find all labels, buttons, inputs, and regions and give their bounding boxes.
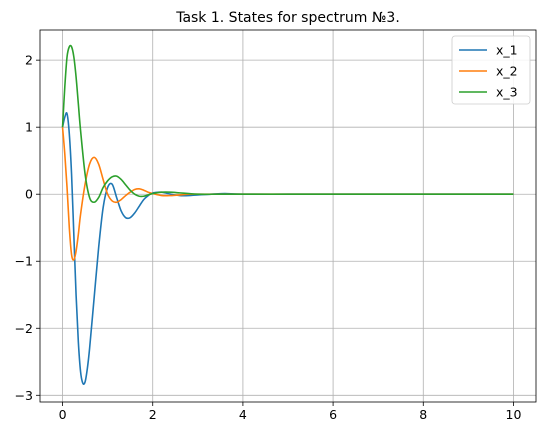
y-tick-label: −2: [15, 321, 33, 336]
x-tick-label: 10: [506, 407, 522, 422]
legend-entries: x_1 x_2 x_3: [459, 43, 518, 100]
y-tick-label: 0: [25, 187, 33, 202]
series-line-x3: [61, 44, 514, 204]
ticks-layer: 0 2 4 6 8 10 −3 −2 −1 0 1 2: [15, 53, 522, 422]
x-tick-label: 8: [419, 407, 427, 422]
chart-title: Task 1. States for spectrum №3.: [175, 10, 400, 26]
legend-label-x1: x_1: [496, 43, 518, 58]
legend: x_1 x_2 x_3: [451, 35, 531, 105]
x-tick-label: 4: [239, 407, 247, 422]
y-tick-label: 2: [25, 53, 33, 68]
y-tick-label: 1: [25, 120, 33, 135]
x-tick-label: 0: [59, 407, 67, 422]
legend-label-x3: x_3: [496, 85, 518, 100]
x-tick-label: 2: [149, 407, 157, 422]
legend-label-x2: x_2: [496, 64, 518, 79]
y-tick-label: −3: [15, 388, 33, 403]
x-tick-label: 6: [329, 407, 337, 422]
series-layer: [61, 44, 514, 385]
legend-frame: [451, 35, 531, 105]
y-tick-label: −1: [15, 254, 33, 269]
plot-frame: [39, 29, 537, 403]
